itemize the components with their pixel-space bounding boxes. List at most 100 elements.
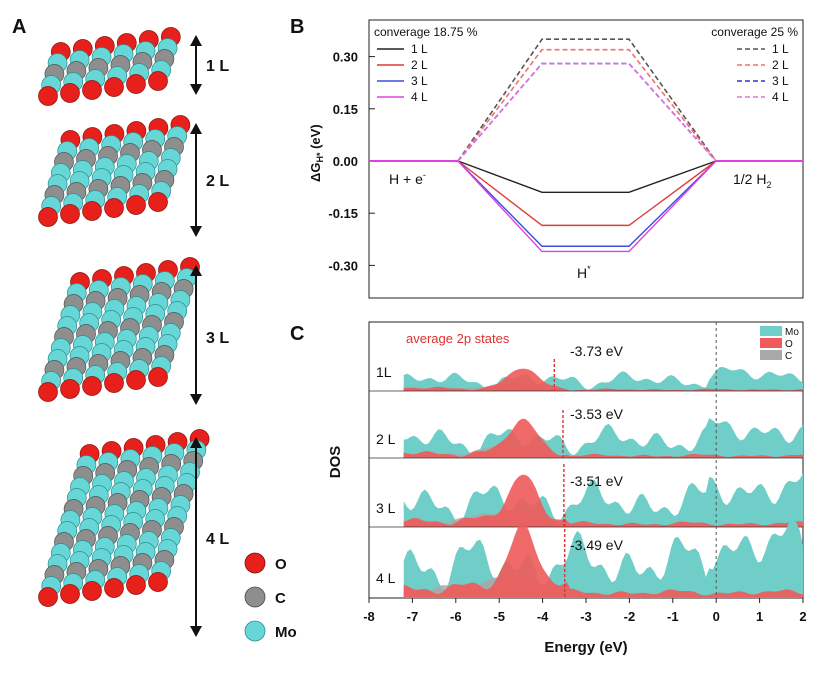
y-axis-title-unit: (eV)	[308, 124, 323, 152]
dos-legend-label: O	[785, 339, 793, 350]
legend-label-high: 4 L	[772, 90, 789, 104]
dos-row-label: 1L	[376, 364, 392, 380]
dos-row-label: 4 L	[376, 570, 396, 586]
layer-arrow-1	[190, 35, 202, 95]
average-2p-annotation: average 2p states	[406, 331, 510, 346]
dos-row-4: 4 L -3.49 eV	[376, 514, 803, 597]
y-tick-label: -0.30	[328, 258, 358, 273]
layer-label-3: 3 L	[206, 330, 229, 347]
series-line-high-4L	[457, 62, 717, 162]
series-line-low-2L	[457, 160, 717, 227]
dos-area-o	[403, 474, 803, 527]
series-line-low-4L	[457, 160, 717, 253]
x-tick-label: -8	[363, 609, 375, 624]
dos-legend-swatch	[760, 326, 782, 336]
state-intermediate-sup: *	[587, 264, 591, 274]
legend-label-low: 4 L	[411, 90, 428, 104]
y-tick-label: 0.15	[333, 102, 358, 117]
x-tick-label: -6	[450, 609, 462, 624]
dos-area-o	[403, 418, 803, 458]
atom-legend: O C Mo	[244, 552, 297, 642]
layer-label-4: 4 L	[206, 531, 229, 548]
y-axis-title-main: ΔG	[308, 163, 323, 182]
series-line-high-2L	[457, 48, 717, 162]
dos-legend-label: Mo	[785, 327, 799, 338]
dos-row-label: 3 L	[376, 500, 396, 516]
panel-c-dos-plots: 1L -3.73 eV 2 L -3.53 eV 3 L -3.51 eV 4 L -3.49…	[369, 322, 803, 598]
panel-c-x-axis-title: Energy (eV)	[544, 639, 627, 656]
x-tick-label: 1	[756, 609, 763, 624]
dos-band-center-value: -3.73 eV	[570, 343, 624, 359]
panel-b-frame	[368, 19, 804, 299]
coverage-high-label: converage 25 %	[711, 25, 798, 39]
dos-band-center-value: -3.51 eV	[570, 473, 624, 489]
dos-band-center-value: -3.53 eV	[570, 406, 624, 422]
dos-area-o	[403, 368, 803, 391]
panel-b-legend: 1 L 2 L 3 L 4 L 1 L 2 L 3 L 4 L	[377, 42, 789, 104]
state-final-main: 1/2 H	[733, 171, 766, 187]
y-tick-label: -0.15	[328, 206, 358, 221]
panel-b-y-axis: 0.30 0.15 0.00 -0.15 -0.30	[328, 50, 375, 273]
y-axis-title-sub: H*	[315, 152, 325, 162]
y-tick-label: 0.30	[333, 50, 358, 65]
legend-label-high: 2 L	[772, 58, 789, 72]
dos-area-mo	[403, 418, 803, 458]
series-line-high-1L	[457, 38, 717, 162]
layer-arrow-2	[190, 123, 202, 237]
dos-band-center-value: -3.49 eV	[570, 537, 624, 553]
x-tick-label: -4	[537, 609, 549, 624]
legend-label-high: 3 L	[772, 74, 789, 88]
panel-label-a: A	[12, 16, 26, 38]
coverage-low-label: converage 18.75 %	[374, 25, 478, 39]
x-tick-label: -7	[407, 609, 419, 624]
panel-b-series	[369, 38, 803, 253]
dos-row-3: 3 L -3.51 eV	[369, 464, 803, 528]
x-tick-label: -5	[493, 609, 505, 624]
structure-models	[38, 27, 210, 607]
layer-arrow-4	[190, 437, 202, 637]
dos-row-2: 2 L -3.53 eV	[369, 406, 803, 459]
layer-arrow-3	[190, 265, 202, 405]
dos-row-label: 2 L	[376, 431, 396, 447]
structure-slab-1	[38, 27, 181, 106]
legend-label-low: 2 L	[411, 58, 428, 72]
atom-legend-label-mo: Mo	[275, 624, 297, 641]
oxygen-atom-swatch	[244, 552, 266, 574]
panel-label-c: C	[290, 323, 304, 345]
state-label-intermediate: H*	[577, 264, 591, 281]
panel-c-x-axis: -8 -7 -6 -5 -4 -3 -2 -1 0 1 2	[363, 598, 807, 624]
y-tick-label: 0.00	[333, 154, 358, 169]
state-label-initial: H + e-	[389, 170, 426, 187]
panel-c-y-axis-title: DOS	[327, 446, 344, 479]
dos-area-o	[403, 522, 803, 597]
panel-b-y-axis-title: ΔGH* (eV)	[308, 124, 325, 182]
series-line-low-3L	[457, 160, 717, 247]
atom-legend-label-o: O	[275, 556, 287, 573]
layer-label-2: 2 L	[206, 173, 229, 190]
layer-label-1: 1 L	[206, 58, 229, 75]
structure-slab-2	[38, 115, 191, 227]
dos-row-1: 1L -3.73 eV	[369, 343, 803, 392]
state-intermediate-main: H	[577, 265, 587, 281]
x-tick-label: 0	[713, 609, 720, 624]
legend-label-high: 1 L	[772, 42, 789, 56]
x-tick-label: -1	[667, 609, 679, 624]
molybdenum-atom-swatch	[244, 620, 266, 642]
x-tick-label: -2	[624, 609, 636, 624]
x-tick-label: 2	[799, 609, 806, 624]
dos-legend-swatch	[760, 350, 782, 360]
legend-label-low: 3 L	[411, 74, 428, 88]
state-final-sub: 2	[766, 180, 771, 190]
carbon-atom-swatch	[244, 586, 266, 608]
legend-label-low: 1 L	[411, 42, 428, 56]
state-initial-sup: -	[423, 170, 426, 180]
dos-legend-swatch	[760, 338, 782, 348]
state-initial-main: H + e	[389, 171, 423, 187]
atom-legend-label-c: C	[275, 590, 286, 607]
dos-legend-label: C	[785, 351, 792, 362]
state-label-final: 1/2 H2	[733, 171, 771, 190]
series-line-low-1L	[457, 160, 717, 194]
structure-slab-4	[38, 429, 210, 607]
